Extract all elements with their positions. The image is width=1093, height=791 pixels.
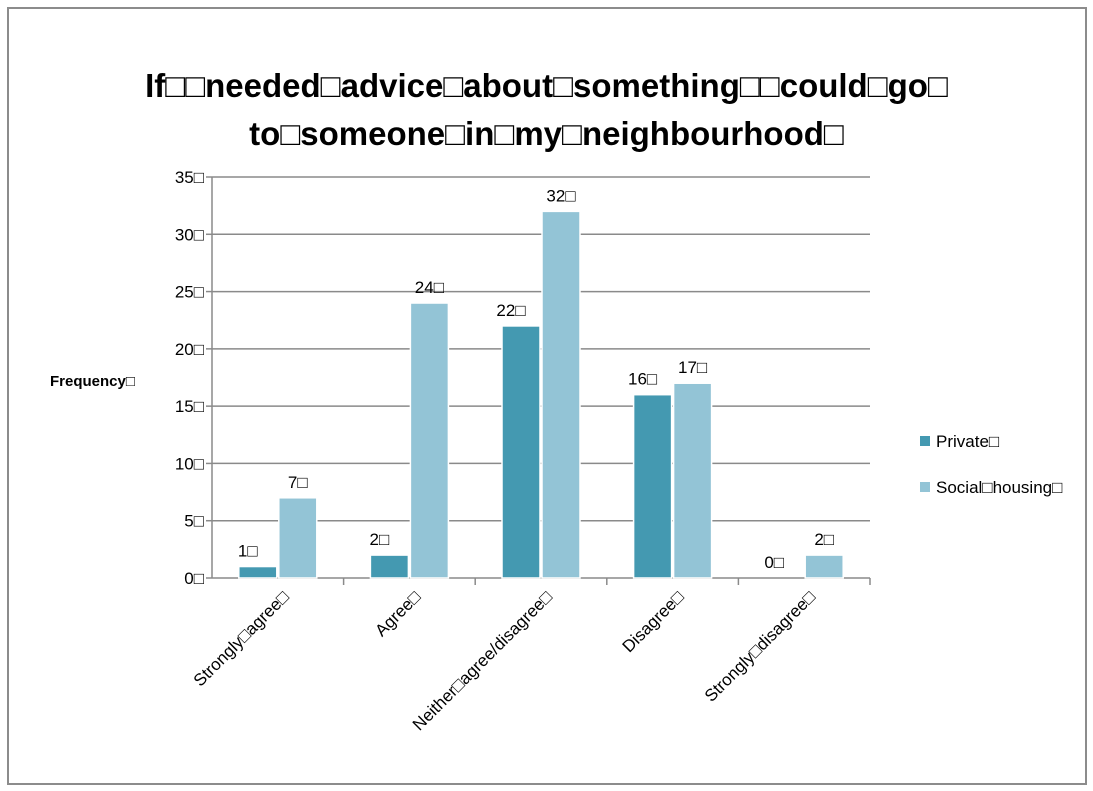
x-tick-label: Disagree□ bbox=[619, 587, 688, 656]
y-tick-label: 0□ bbox=[184, 569, 204, 588]
bar-private bbox=[501, 325, 541, 579]
y-tick-label: 25□ bbox=[175, 283, 204, 302]
y-tick-label: 30□ bbox=[175, 225, 204, 244]
chart-title: If□□needed□advice□about□something□□could… bbox=[0, 62, 1093, 158]
data-label: 1□ bbox=[238, 542, 258, 561]
data-label: 22□ bbox=[496, 301, 525, 320]
data-label: 7□ bbox=[288, 473, 308, 492]
x-tick-label: Neither□agree/disagree□ bbox=[409, 587, 556, 734]
bar-private bbox=[238, 565, 278, 579]
y-tick-label: 35□ bbox=[175, 168, 204, 187]
data-label: 16□ bbox=[628, 370, 657, 389]
data-label: 0□ bbox=[764, 553, 784, 572]
y-tick-label: 10□ bbox=[175, 454, 204, 473]
x-tick-label: Strongly□agree□ bbox=[190, 587, 293, 690]
legend-swatch bbox=[920, 436, 930, 446]
y-tick-label: 20□ bbox=[175, 340, 204, 359]
bar-social-housing bbox=[672, 382, 713, 579]
x-tick-label: Strongly□disagree□ bbox=[701, 587, 819, 705]
legend-label: Private□ bbox=[936, 432, 999, 451]
bar-private bbox=[632, 393, 673, 579]
y-tick-label: 15□ bbox=[175, 397, 204, 416]
bar-social-housing bbox=[278, 497, 318, 579]
legend-swatch bbox=[920, 482, 930, 492]
bar-private bbox=[369, 554, 410, 579]
y-axis-title: Frequency□ bbox=[50, 373, 135, 390]
chart-title-line-2: to□someone□in□my□neighbourhood□ bbox=[249, 115, 844, 152]
x-tick-label: Agree□ bbox=[371, 587, 424, 640]
bar-social-housing bbox=[409, 302, 450, 579]
bar-social-housing bbox=[804, 554, 844, 579]
data-label: 2□ bbox=[814, 530, 834, 549]
bar-social-housing bbox=[541, 210, 581, 579]
y-tick-label: 5□ bbox=[184, 512, 204, 531]
data-label: 24□ bbox=[415, 278, 444, 297]
chart-title-line-1: If□□needed□advice□about□something□□could… bbox=[145, 67, 948, 104]
data-label: 2□ bbox=[370, 530, 390, 549]
data-label: 17□ bbox=[678, 358, 707, 377]
data-label: 32□ bbox=[546, 186, 575, 205]
legend-label: Social□housing□ bbox=[936, 478, 1062, 497]
